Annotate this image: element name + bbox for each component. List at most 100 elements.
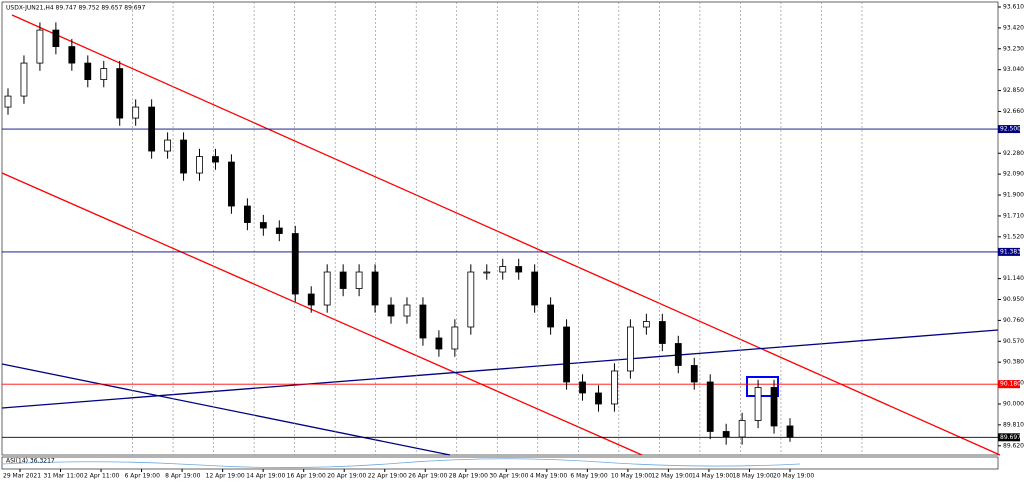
candle-body <box>116 68 124 119</box>
y-tick-label: 92.280 <box>1003 150 1024 157</box>
y-tick-label: 91.140 <box>1003 275 1024 282</box>
x-tick-label: 12 May 19:00 <box>651 473 692 480</box>
level-label: 91.383 <box>1000 248 1021 255</box>
y-tick-label: 90.760 <box>1003 317 1024 324</box>
candle-body <box>738 420 746 438</box>
y-tick-label: 92.660 <box>1003 108 1024 115</box>
y-tick-label: 90.000 <box>1003 400 1024 407</box>
y-tick-label: 89.810 <box>1003 421 1024 428</box>
candle-body <box>52 29 60 47</box>
candle-body <box>180 139 187 174</box>
candle-body <box>754 387 762 421</box>
x-tick-label: 4 May 19:00 <box>530 473 568 480</box>
trend-line <box>1 172 643 456</box>
candle-body <box>84 62 92 80</box>
candle-body <box>291 233 299 295</box>
trend-lines <box>1 14 1001 456</box>
y-tick-label: 90.570 <box>1003 338 1024 345</box>
candle-body <box>132 106 140 119</box>
y-tick-label: 93.040 <box>1003 66 1024 73</box>
candle-body <box>674 343 682 366</box>
chart-title: USDX-JUN21,H4 89.747 89.752 89.657 89.69… <box>6 5 145 12</box>
y-tick-label: 91.900 <box>1003 192 1024 199</box>
candle-body <box>547 304 555 328</box>
candle-body <box>307 293 315 306</box>
x-tick-label: 30 Apr 19:00 <box>489 473 528 480</box>
candle-body <box>20 62 28 97</box>
candle-body <box>371 271 379 306</box>
indicator-label: ASI(14) 36.3217 <box>6 458 55 465</box>
y-tick-label: 92.850 <box>1003 87 1024 94</box>
candle-body <box>339 271 347 289</box>
candle-body <box>722 431 730 438</box>
x-tick-label: 16 Apr 19:00 <box>287 473 326 480</box>
level-tag <box>998 125 1020 134</box>
trend-line <box>11 14 1001 456</box>
candle-body <box>627 326 634 372</box>
candle-body <box>323 271 331 306</box>
y-tick-label: 90.380 <box>1003 359 1024 366</box>
x-tick-label: 8 Apr 19:00 <box>165 473 200 480</box>
candle-body <box>148 106 156 152</box>
level-tag <box>998 247 1020 256</box>
candle-body <box>563 326 570 383</box>
x-tick-label: 20 May 19:00 <box>773 473 814 480</box>
x-tick-label: 29 Mar 2021 <box>3 473 41 480</box>
candle-body <box>658 321 666 344</box>
x-tick-label: 6 Apr 19:00 <box>125 473 160 480</box>
candle-body <box>483 271 491 274</box>
y-tick-label: 89.620 <box>1003 442 1024 449</box>
y-tick-label: 93.420 <box>1003 24 1024 31</box>
x-tick-label: 14 May 19:00 <box>692 473 733 480</box>
candle-body <box>164 139 171 152</box>
candle-body <box>642 321 650 328</box>
level-label: 92.500 <box>1000 126 1021 133</box>
candle-body <box>243 205 251 223</box>
candle-body <box>419 304 427 339</box>
y-tick-label: 91.710 <box>1003 212 1024 219</box>
candle-body <box>611 370 618 405</box>
level-label: 90.180 <box>1000 381 1021 388</box>
candle-body <box>690 365 698 383</box>
level-label: 89.697 <box>1000 434 1021 441</box>
y-tick-label: 92.090 <box>1003 171 1024 178</box>
x-tick-label: 28 Apr 19:00 <box>449 473 488 480</box>
candle-body <box>499 266 507 273</box>
candle-body <box>531 271 539 306</box>
x-tick-label: 18 May 19:00 <box>732 473 773 480</box>
x-tick-label: 20 Apr 19:00 <box>327 473 366 480</box>
candle-body <box>4 95 12 108</box>
candle-body <box>36 29 44 64</box>
x-tick-label: 6 May 19:00 <box>570 473 608 480</box>
candle-body <box>595 392 602 405</box>
level-tag <box>998 433 1020 442</box>
x-tick-label: 2 Apr 11:00 <box>84 473 119 480</box>
candle-body <box>786 425 794 438</box>
candle-body <box>275 227 283 234</box>
trend-line <box>1 363 451 456</box>
candle-body <box>435 337 443 350</box>
candle-body <box>228 161 235 207</box>
candle-body <box>770 387 778 427</box>
candle-body <box>579 381 586 394</box>
y-tick-label: 93.230 <box>1003 45 1024 52</box>
candle-body <box>451 326 459 350</box>
y-tick-label: 90.950 <box>1003 296 1024 303</box>
x-tick-label: 12 Apr 19:00 <box>206 473 245 480</box>
y-tick-label: 91.520 <box>1003 233 1024 240</box>
candle-body <box>212 156 219 163</box>
level-tag <box>998 380 1020 389</box>
candle-body <box>196 156 203 174</box>
candle-body <box>706 381 714 432</box>
highlight-box <box>746 376 779 397</box>
y-tick-label: 93.610 <box>1003 4 1024 11</box>
candle-body <box>515 266 523 273</box>
x-tick-label: 22 Apr 19:00 <box>368 473 407 480</box>
x-tick-label: 31 Mar 11:00 <box>44 473 84 480</box>
indicator-line <box>1 458 801 468</box>
candle-body <box>100 68 108 80</box>
candle-body <box>387 304 395 317</box>
trend-line <box>1 329 999 409</box>
candle-body <box>68 46 76 64</box>
x-tick-label: 26 Apr 19:00 <box>408 473 447 480</box>
